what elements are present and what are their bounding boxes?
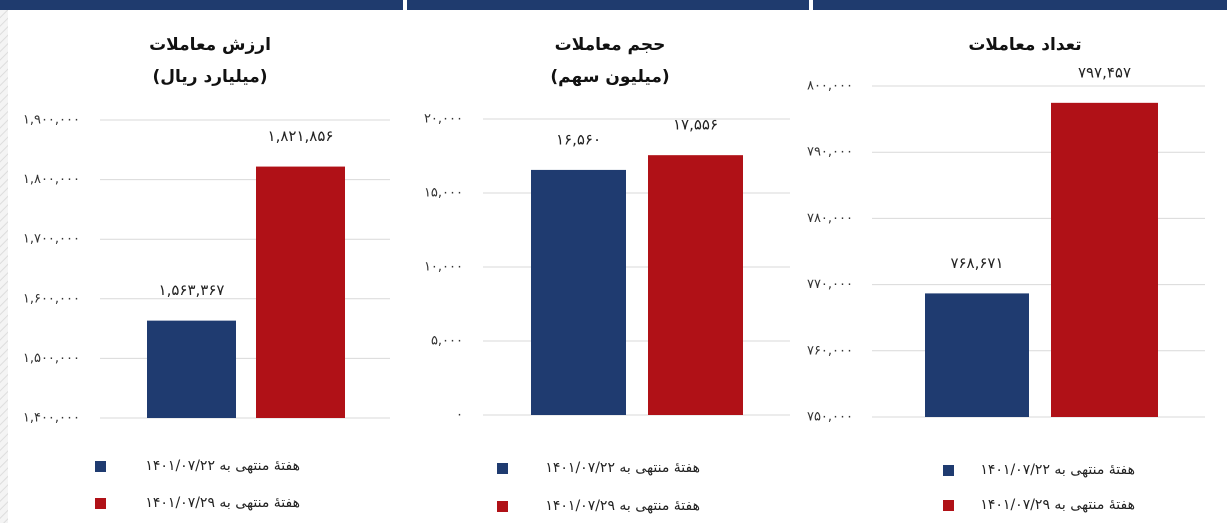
- y-tick-label: ۷۷۰,۰۰۰: [807, 277, 853, 292]
- legend-swatch: [943, 465, 954, 476]
- legend-label: هفتهٔ منتهی به ۱۴۰۱/۰۷/۲۲: [545, 460, 700, 476]
- y-tick-label: ۷۹۰,۰۰۰: [807, 145, 853, 160]
- header-strip: [813, 0, 1227, 10]
- chart-subtitle: (میلیارد ریال): [152, 67, 267, 87]
- y-tick-label: ۱,۶۰۰,۰۰۰: [23, 291, 80, 306]
- header-strip: [0, 0, 403, 10]
- bar: [531, 169, 626, 415]
- y-tick-label: ۷۸۰,۰۰۰: [807, 211, 853, 226]
- legend-swatch: [95, 498, 106, 509]
- legend-swatch: [95, 461, 106, 472]
- y-tick-label: ۸۰۰,۰۰۰: [807, 79, 853, 94]
- y-tick-label: ۱,۷۰۰,۰۰۰: [23, 232, 80, 247]
- value-label: ۷۹۷,۴۵۷: [1078, 63, 1131, 81]
- bar: [925, 293, 1029, 417]
- legend-label: هفتهٔ منتهی به ۱۴۰۱/۰۷/۲۹: [145, 495, 300, 511]
- chart-title: ارزش معاملات: [149, 35, 271, 55]
- bar: [147, 320, 236, 418]
- y-tick-label: ۱,۹۰۰,۰۰۰: [23, 113, 80, 128]
- chart-title: حجم معاملات: [555, 35, 666, 55]
- y-tick-label: ۱,۴۰۰,۰۰۰: [23, 411, 80, 426]
- chart-subtitle: (میلیون سهم): [550, 67, 669, 87]
- legend-swatch: [497, 501, 508, 512]
- y-tick-label: ۰: [456, 408, 463, 423]
- bar: [648, 155, 743, 415]
- bar: [1051, 102, 1158, 418]
- value-label: ۱,۸۲۱,۸۵۶: [268, 127, 334, 145]
- legend-label: هفتهٔ منتهی به ۱۴۰۱/۰۷/۲۹: [545, 498, 700, 514]
- y-tick-label: ۱۵,۰۰۰: [424, 186, 463, 201]
- y-tick-label: ۵,۰۰۰: [431, 334, 463, 349]
- legend-label: هفتهٔ منتهی به ۱۴۰۱/۰۷/۲۲: [145, 458, 300, 474]
- header-strip: [407, 0, 809, 10]
- y-tick-label: ۱,۸۰۰,۰۰۰: [23, 172, 80, 187]
- value-label: ۱,۵۶۳,۳۶۷: [159, 281, 225, 299]
- side-strip: [0, 0, 8, 523]
- value-label: ۱۷,۵۵۶: [673, 116, 718, 134]
- legend-swatch: [943, 500, 954, 511]
- legend-label: هفتهٔ منتهی به ۱۴۰۱/۰۷/۲۲: [980, 462, 1135, 478]
- y-tick-label: ۱۰,۰۰۰: [424, 260, 463, 275]
- legend-label: هفتهٔ منتهی به ۱۴۰۱/۰۷/۲۹: [980, 497, 1135, 513]
- chart-title: تعداد معاملات: [968, 35, 1081, 55]
- y-tick-label: ۲۰,۰۰۰: [424, 112, 463, 127]
- value-label: ۷۶۸,۶۷۱: [950, 254, 1003, 272]
- y-tick-label: ۷۶۰,۰۰۰: [807, 343, 853, 358]
- bar: [256, 166, 345, 418]
- y-tick-label: ۱,۵۰۰,۰۰۰: [23, 351, 80, 366]
- legend-swatch: [497, 463, 508, 474]
- y-tick-label: ۷۵۰,۰۰۰: [807, 410, 853, 425]
- value-label: ۱۶,۵۶۰: [556, 130, 601, 148]
